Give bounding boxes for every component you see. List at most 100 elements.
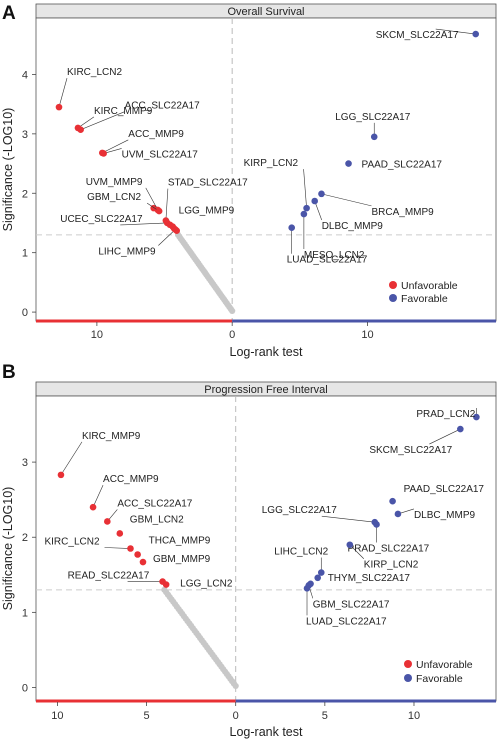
axis-bar-favorable <box>235 699 496 703</box>
data-point <box>345 160 352 167</box>
label-leader-line <box>104 547 131 549</box>
point-label: PAAD_SLC22A17 <box>362 160 443 171</box>
point-label: KIRP_LCN2 <box>364 560 419 571</box>
point-label: GBM_SLC22A17 <box>313 599 390 610</box>
point-label: BRCA_MMP9 <box>371 207 434 218</box>
data-point <box>346 541 354 549</box>
nonsignificant-point <box>232 682 239 690</box>
data-point <box>288 224 296 232</box>
data-point <box>127 545 134 552</box>
point-label: GBM_MMP9 <box>153 554 211 565</box>
point-label: UVM_SLC22A17 <box>122 149 199 160</box>
data-point <box>394 510 402 518</box>
data-point <box>77 126 84 133</box>
legend-favorable-label: Favorable <box>401 293 448 305</box>
point-label: ACC_MMP9 <box>103 474 159 485</box>
data-point <box>472 30 480 38</box>
data-point <box>155 207 163 215</box>
y-tick-label: 3 <box>22 129 28 141</box>
data-point <box>100 150 107 157</box>
point-label: LGG_MMP9 <box>179 206 235 217</box>
x-tick-label: 5 <box>322 710 328 722</box>
data-point <box>89 503 97 511</box>
data-point <box>373 521 380 528</box>
point-label: SKCM_SLC22A17 <box>369 445 452 456</box>
nonsignificant-points <box>161 586 239 690</box>
label-leader-line <box>92 485 104 508</box>
point-label: UCEC_SLC22A17 <box>60 214 143 225</box>
point-label: SKCM_SLC22A17 <box>376 30 459 41</box>
data-point <box>317 569 325 576</box>
y-tick-label: 0 <box>22 307 28 319</box>
point-label: KIRC_LCN2 <box>44 537 99 548</box>
panel-a: A Overall Survival 0 1 2 3 4 10 0 10 Log-rank test… <box>1 3 497 359</box>
legend-unfavorable-label: Unfavorable <box>401 280 458 292</box>
point-label: KIRP_LCN2 <box>244 158 299 169</box>
label-leader-line <box>60 441 83 476</box>
legend-unfavorable-marker <box>389 281 397 289</box>
point-label: ACC_SLC22A17 <box>125 101 200 112</box>
label-leader-line <box>314 200 322 221</box>
y-tick-label: 3 <box>22 457 28 469</box>
y-tick-label: 0 <box>22 682 28 694</box>
label-leader-line <box>429 428 461 445</box>
legend-favorable-marker <box>389 294 397 302</box>
point-label: GBM_LCN2 <box>87 192 141 203</box>
data-point <box>473 413 480 421</box>
x-tick-label: 10 <box>361 329 373 341</box>
x-tick-label: 0 <box>233 710 239 722</box>
point-label: LUAD_SLC22A17 <box>306 616 387 627</box>
point-label: LGG_SLC22A17 <box>262 505 337 516</box>
point-label: LIHC_MMP9 <box>98 247 156 258</box>
y-tick-label: 2 <box>22 532 28 544</box>
y-tick-label: 1 <box>22 248 28 260</box>
axis-bar-unfavorable <box>36 699 236 703</box>
x-axis-label: Log-rank test <box>230 725 303 739</box>
data-point <box>303 585 311 592</box>
label-leader-line <box>435 28 476 35</box>
data-point <box>311 197 319 205</box>
point-label: KIRC_MMP9 <box>94 106 153 117</box>
point-label: PRAD_SLC22A17 <box>348 543 430 554</box>
point-label: PRAD_LCN2 <box>416 409 475 420</box>
point-label: KIRC_LCN2 <box>67 67 122 78</box>
label-leader-line <box>158 229 176 246</box>
data-point <box>389 497 396 505</box>
x-axis-label: Log-rank test <box>230 345 303 359</box>
label-leader-line <box>58 78 68 108</box>
data-point <box>163 219 171 227</box>
point-label: LGG_SLC22A17 <box>335 112 410 123</box>
data-point <box>300 210 308 218</box>
data-point <box>303 204 310 212</box>
panel-b: B Progression Free Interval 0 1 2 3 10 5 0 5 10 Log… <box>1 362 497 739</box>
x-tick-label: 0 <box>229 329 235 341</box>
data-point <box>370 133 378 141</box>
chart-title: Progression Free Interval <box>204 384 328 396</box>
y-tick-label: 2 <box>22 188 28 200</box>
x-tick-label: 10 <box>408 710 420 722</box>
panel-letter: B <box>2 362 16 383</box>
nonsignificant-points <box>174 231 236 314</box>
data-point <box>104 518 111 525</box>
legend-favorable-marker <box>404 674 412 682</box>
data-point <box>116 530 124 537</box>
data-point <box>139 558 147 566</box>
data-point <box>314 574 322 582</box>
data-point <box>55 103 63 111</box>
y-tick-label: 1 <box>22 607 28 619</box>
label-leader-line <box>120 222 168 226</box>
label-leader-line <box>145 187 159 211</box>
label-leader-line <box>321 193 372 207</box>
data-point <box>57 471 65 479</box>
point-label: READ_SLC22A17 <box>68 571 150 582</box>
plot-area <box>35 395 497 702</box>
axis-bar-favorable <box>232 319 497 323</box>
data-point <box>457 425 464 433</box>
y-tick-label: 4 <box>22 69 28 81</box>
data-point <box>318 190 325 198</box>
point-label: LUAD_SLC22A17 <box>287 255 368 266</box>
point-label: PAAD_SLC22A17 <box>404 484 485 495</box>
label-leader-line <box>303 169 307 209</box>
point-label: GBM_LCN2 <box>130 514 184 525</box>
